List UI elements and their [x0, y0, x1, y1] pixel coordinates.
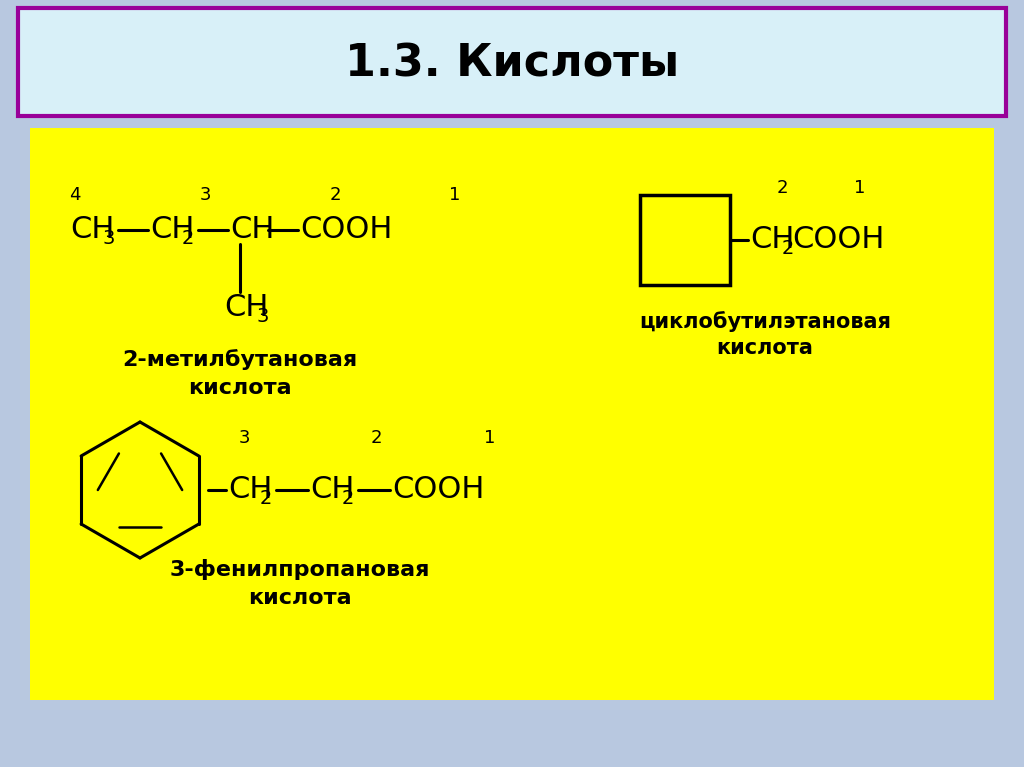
- Text: 3-фенилпропановая: 3-фенилпропановая: [170, 559, 430, 581]
- Text: CH: CH: [228, 476, 272, 505]
- Text: CH: CH: [230, 216, 274, 245]
- Bar: [640, 195, 730, 285]
- Text: 2: 2: [776, 179, 787, 197]
- Text: CH: CH: [224, 294, 268, 322]
- Text: 4: 4: [70, 186, 81, 204]
- Text: COOH: COOH: [300, 216, 392, 245]
- Text: 2: 2: [782, 239, 795, 258]
- Text: 2: 2: [182, 229, 195, 249]
- Text: COOH: COOH: [792, 225, 885, 255]
- Bar: [30, 128, 994, 700]
- Text: CH: CH: [70, 216, 115, 245]
- Text: 3: 3: [200, 186, 211, 204]
- Bar: [18, 8, 1006, 116]
- Text: 1: 1: [484, 429, 496, 447]
- Text: 1: 1: [854, 179, 865, 197]
- Text: кислота: кислота: [188, 378, 292, 398]
- Text: кислота: кислота: [248, 588, 352, 608]
- Text: CH: CH: [310, 476, 354, 505]
- Text: CH: CH: [150, 216, 195, 245]
- Text: 3: 3: [102, 229, 115, 249]
- Text: 2: 2: [260, 489, 272, 509]
- Text: 1.3. Кислоты: 1.3. Кислоты: [345, 42, 679, 85]
- Text: 3: 3: [239, 429, 250, 447]
- Text: 2: 2: [342, 489, 354, 509]
- Text: CH: CH: [750, 225, 795, 255]
- Text: 2-метилбутановая: 2-метилбутановая: [123, 350, 357, 370]
- Text: кислота: кислота: [717, 338, 813, 358]
- Text: циклобутилэтановая: циклобутилэтановая: [639, 311, 891, 332]
- Text: 2: 2: [371, 429, 382, 447]
- Text: 1: 1: [450, 186, 461, 204]
- Text: 3: 3: [256, 308, 268, 327]
- Text: 2: 2: [330, 186, 341, 204]
- Text: COOH: COOH: [392, 476, 484, 505]
